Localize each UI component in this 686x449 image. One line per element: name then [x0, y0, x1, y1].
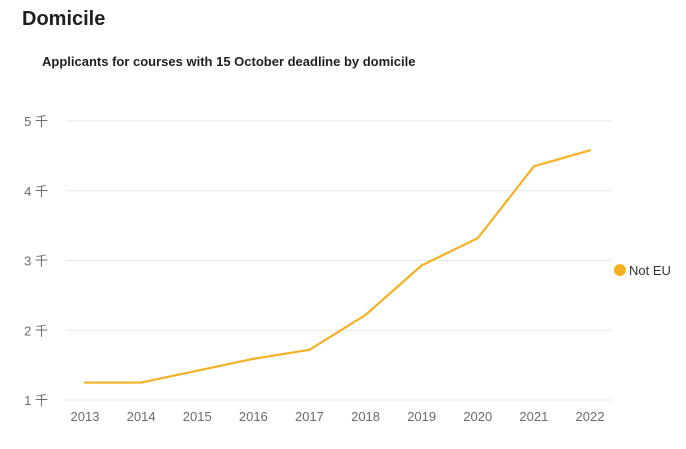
- data-point[interactable]: [252, 357, 255, 360]
- legend-marker-icon[interactable]: [614, 264, 626, 276]
- data-point[interactable]: [588, 149, 592, 152]
- y-tick-label: 5 千: [24, 114, 48, 129]
- x-axis-ticks: 2013 2014 2015 2016 2017 2018 2019 2020 2021 2022: [71, 409, 605, 424]
- x-tick-label: 2015: [183, 409, 212, 424]
- x-tick-label: 2017: [295, 409, 324, 424]
- chart-title: Applicants for courses with 15 October d…: [42, 54, 416, 69]
- x-tick-label: 2019: [407, 409, 436, 424]
- y-tick-label: 2 千: [24, 323, 48, 338]
- x-tick-label: 2018: [351, 409, 380, 424]
- legend[interactable]: Not EU: [614, 263, 671, 278]
- y-tick-label: 1 千: [24, 393, 48, 408]
- data-point[interactable]: [420, 264, 423, 267]
- y-tick-label: 3 千: [24, 254, 48, 269]
- legend-label[interactable]: Not EU: [629, 263, 671, 278]
- data-point[interactable]: [532, 165, 535, 168]
- data-point[interactable]: [364, 313, 367, 317]
- gridlines: [66, 120, 612, 401]
- series-line-0[interactable]: [83, 149, 592, 384]
- series-lines: [83, 149, 592, 384]
- y-tick-label: 4 千: [24, 184, 48, 199]
- data-point[interactable]: [308, 348, 311, 351]
- data-point[interactable]: [140, 381, 143, 384]
- x-tick-label: 2014: [127, 409, 156, 424]
- x-tick-label: 2016: [239, 409, 268, 424]
- x-tick-label: 2020: [463, 409, 492, 424]
- data-point[interactable]: [83, 381, 87, 384]
- data-point[interactable]: [196, 369, 199, 372]
- data-point[interactable]: [476, 237, 479, 240]
- x-tick-label: 2022: [576, 409, 605, 424]
- x-tick-label: 2013: [71, 409, 100, 424]
- y-axis-ticks: 1 千 2 千 3 千 4 千 5 千: [24, 114, 48, 408]
- section-title: Domicile: [22, 8, 106, 30]
- x-tick-label: 2021: [519, 409, 548, 424]
